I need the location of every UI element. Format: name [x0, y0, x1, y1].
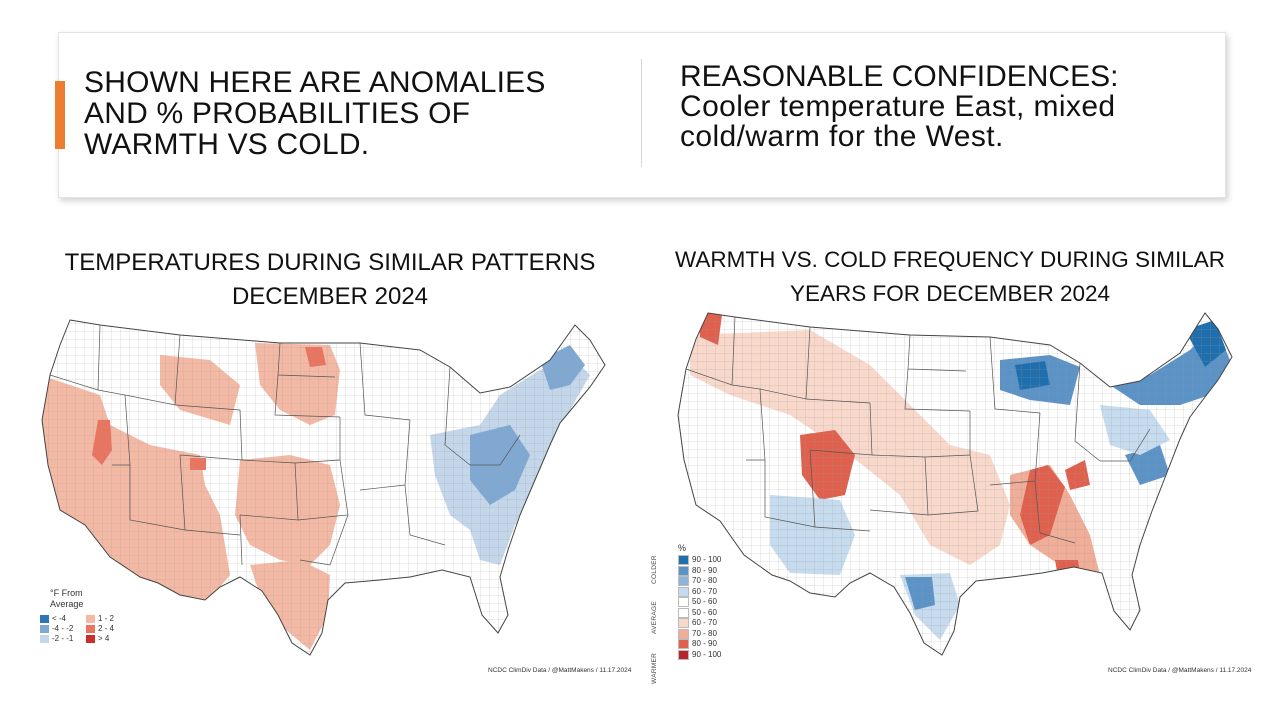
right-heading: REASONABLE CONFIDENCES:: [680, 60, 1119, 93]
map1-legend-label: 2 - 4: [98, 624, 115, 633]
header-divider: [641, 59, 642, 167]
map2-legend-label: 80 - 90: [692, 639, 717, 649]
map2-legend-item: 70 - 80: [678, 628, 717, 640]
left-heading: SHOWN HERE ARE ANOMALIES AND % PROBABILI…: [84, 66, 546, 161]
map1-legend-swatch: [40, 614, 49, 623]
map2-legend-rows: 90 - 100 80 - 90 70 - 80 60 - 70 50 - 60 50 -…: [678, 555, 721, 661]
map1-legend-swatch: [86, 624, 95, 633]
map2-credit: NCDC ClimDiv Data / @MattMakens / 11.17.…: [1108, 667, 1252, 674]
map2-title: WARMTH VS. COLD FREQUENCY DURING SIMILAR…: [660, 243, 1240, 311]
right-body: Cooler temperature East, mixed cold/warm…: [680, 90, 1116, 153]
map2-legend-swatch: [678, 565, 689, 576]
map1-legend-title: °F From Average: [50, 588, 132, 610]
map1-title: TEMPERATURES DURING SIMILAR PATTERNS DEC…: [40, 246, 620, 314]
map2-legend-item: 90 - 100: [678, 555, 721, 566]
map1-legend-item: 2 - 4: [86, 624, 132, 633]
map2-title-line1: WARMTH VS. COLD FREQUENCY DURING SIMILAR: [674, 247, 1226, 272]
map2-legend-swatch: [678, 607, 689, 618]
map2-legend-label: 50 - 60: [692, 607, 717, 617]
warmth-cold-frequency-map: [677, 312, 1233, 656]
temperature-anomaly-map: [41, 319, 606, 656]
map1-legend-item: -4 - -2: [40, 624, 86, 633]
map2-legend-label: 50 - 60: [692, 597, 717, 607]
map1-legend-swatch: [40, 624, 49, 633]
map1-legend-label: < -4: [52, 614, 67, 623]
map1-legend-item: < -4: [40, 614, 86, 623]
accent-bar: [55, 81, 65, 149]
map2-legend-swatch: [678, 576, 689, 586]
map2-legend-swatch: [678, 597, 689, 607]
map2-us-outline: [677, 312, 1233, 656]
map1-legend-label: -2 - -1: [52, 634, 74, 643]
map2-legend-item: 50 - 60: [678, 607, 717, 619]
map2-legend-item: 80 - 90: [678, 565, 717, 577]
map2-legend-swatch: [678, 618, 689, 628]
map2-legend-label: 80 - 90: [692, 565, 717, 575]
map1-credit: NCDC ClimDiv Data / @MattMakens / 11.17.…: [488, 667, 632, 674]
map2-legend-swatch: [678, 639, 689, 649]
map1-legend-swatch: [40, 634, 49, 643]
map2-legend-item: 60 - 70: [678, 618, 717, 629]
map2-legend-label: 70 - 80: [692, 576, 717, 586]
map1-legend-label: 1 - 2: [98, 614, 115, 623]
map1-title-line2: DECEMBER 2024: [231, 283, 429, 310]
map2-legend-swatch: [678, 555, 689, 565]
map1-legend: °F From Average < -4 1 - 2 -4 - -2 2 - 4 -2 …: [40, 588, 132, 643]
map2-legend-item: 50 - 60: [678, 597, 717, 608]
map1-legend-item: -2 - -1: [40, 634, 86, 643]
legend-warmer-label: WARMER: [651, 652, 658, 684]
legend-average-label: AVERAGE: [651, 600, 658, 634]
map2-legend-item: 90 - 100: [678, 649, 721, 661]
map2-legend-swatch: [678, 649, 689, 660]
map1-legend-label: -4 - -2: [52, 624, 74, 633]
map2-legend-item: 80 - 90: [678, 639, 717, 650]
map1-us-outline: [41, 319, 606, 656]
map1-title-line1: TEMPERATURES DURING SIMILAR PATTERNS: [64, 249, 596, 276]
map1-legend-grid: < -4 1 - 2 -4 - -2 2 - 4 -2 - -1 > 4: [40, 614, 132, 643]
map1-legend-title-line2: Average: [50, 599, 84, 609]
map1-legend-label: > 4: [98, 634, 110, 643]
map1-legend-swatch: [86, 614, 95, 623]
map2-legend-label: 90 - 100: [692, 649, 722, 659]
map2-legend-swatch: [678, 628, 689, 639]
map2-legend-swatch: [678, 586, 689, 597]
map2-state-lines: [685, 316, 1151, 544]
map2-legend-unit: %: [678, 543, 687, 553]
map2-legend-label: 90 - 100: [692, 555, 722, 565]
map2-legend-label: 70 - 80: [692, 628, 717, 638]
map2-title-line2: YEARS FOR DECEMBER 2024: [789, 281, 1111, 306]
legend-colder-label: COLDER: [651, 555, 658, 584]
header-card: SHOWN HERE ARE ANOMALIES AND % PROBABILI…: [55, 32, 1226, 198]
map1-legend-title-line1: °F From: [50, 588, 83, 598]
map2-fill-regions: [678, 313, 1232, 655]
right-block: REASONABLE CONFIDENCES: Cooler temperatu…: [680, 61, 1200, 152]
map1-legend-item: 1 - 2: [86, 614, 132, 623]
map2-legend-item: 60 - 70: [678, 586, 717, 598]
map1-legend-item: > 4: [86, 634, 132, 643]
map1-legend-swatch: [86, 634, 95, 643]
map2-legend-label: 60 - 70: [692, 586, 717, 596]
map1-state-lines: [49, 324, 521, 566]
map2-legend-label: 60 - 70: [692, 618, 717, 628]
map2-legend: % 90 - 100 80 - 90 70 - 80 60 - 70 50 - 60 50…: [651, 543, 721, 661]
map2-legend-item: 70 - 80: [678, 576, 717, 587]
